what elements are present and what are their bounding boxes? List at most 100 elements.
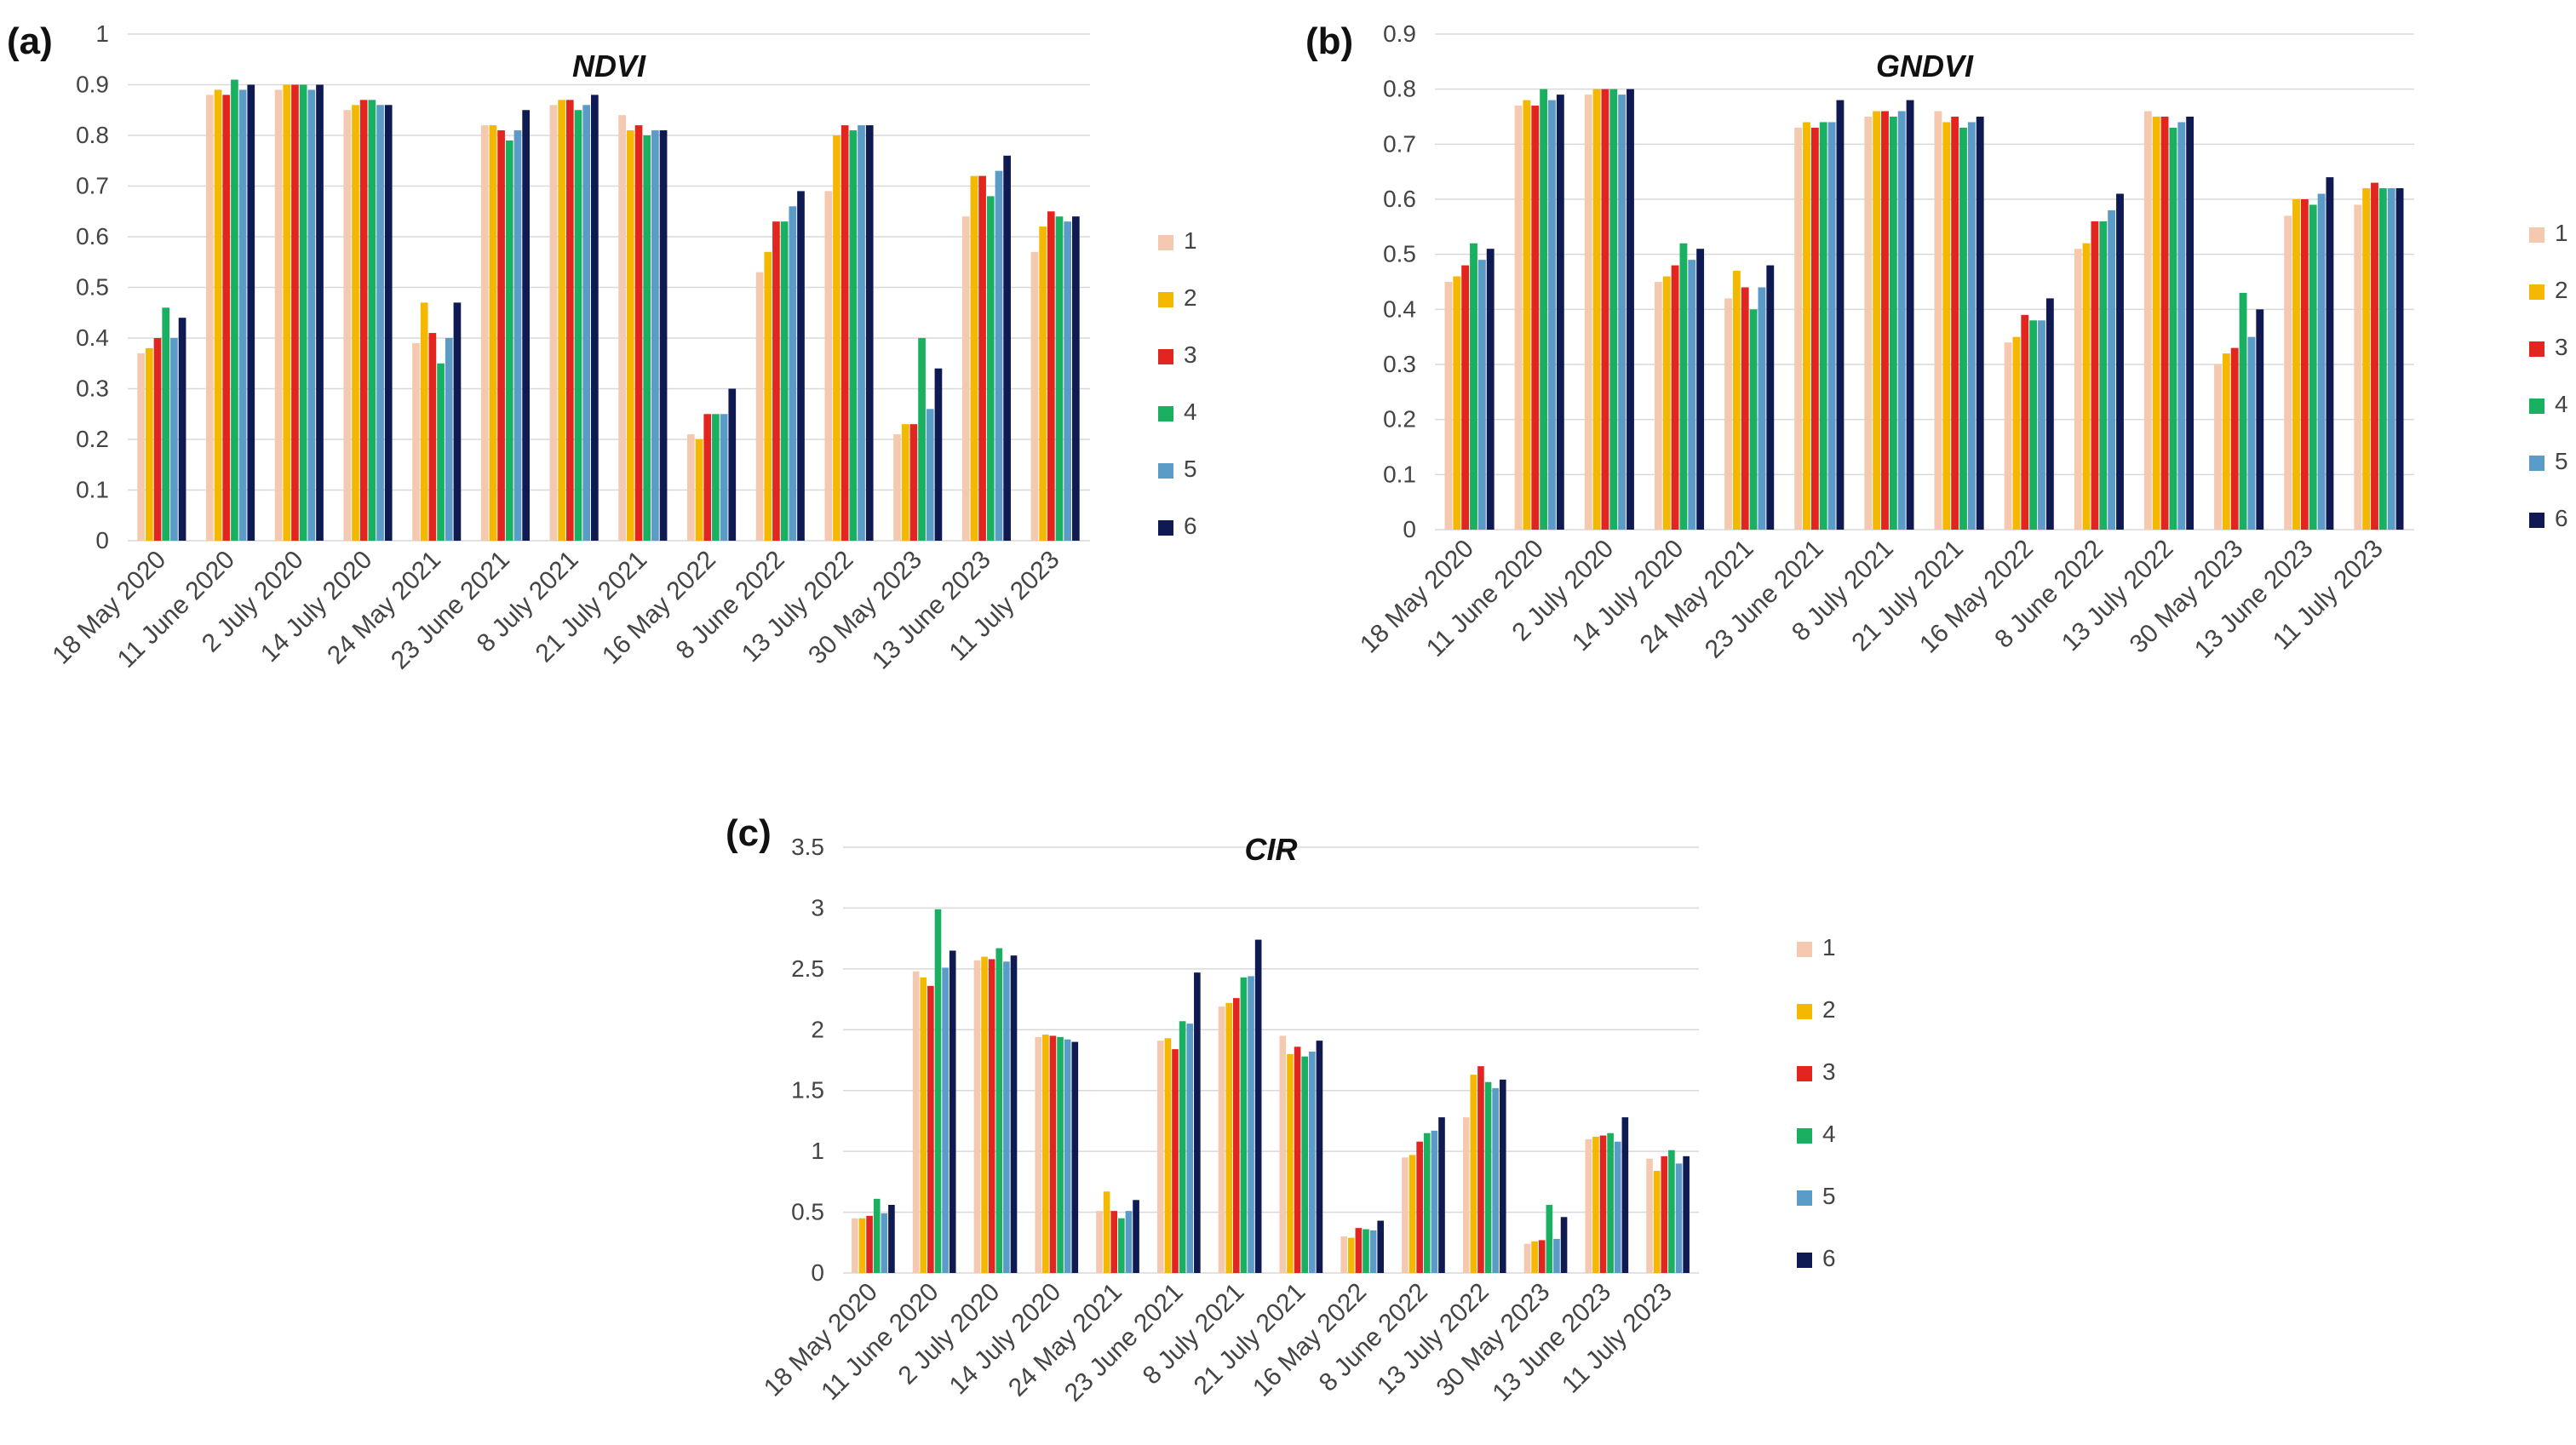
bar-series-3 xyxy=(291,84,299,541)
bar-series-3 xyxy=(1416,1141,1423,1273)
bar-series-6 xyxy=(1438,1117,1445,1273)
bar-series-3 xyxy=(428,333,437,541)
bar-series-3 xyxy=(1110,1211,1118,1273)
panel-label: (a) xyxy=(7,20,53,62)
bar-series-3 xyxy=(2371,182,2378,530)
bar-series-4 xyxy=(1423,1132,1431,1273)
bar-series-1 xyxy=(1218,1006,1225,1273)
legend-swatch xyxy=(1158,463,1173,479)
bar-series-2 xyxy=(1942,122,1951,530)
bar-series-2 xyxy=(2152,117,2160,530)
bar-series-5 xyxy=(1369,1230,1377,1273)
y-tick-label: 0.2 xyxy=(76,426,109,452)
bar-series-2 xyxy=(1662,276,1671,530)
y-tick-label: 0.1 xyxy=(76,477,109,503)
bar-series-6 xyxy=(247,84,255,541)
bar-series-3 xyxy=(978,175,986,541)
bar-series-6 xyxy=(1556,95,1564,530)
bar-series-5 xyxy=(445,338,453,541)
bar-series-3 xyxy=(2300,199,2309,530)
bar-series-3 xyxy=(359,100,368,542)
y-tick-label: 0.5 xyxy=(791,1199,824,1225)
y-tick-label: 0.5 xyxy=(1383,241,1416,267)
bar-series-1 xyxy=(1646,1158,1653,1273)
bar-series-3 xyxy=(153,338,162,541)
x-tick-label: 23 June 2021 xyxy=(386,546,515,675)
bar-series-2 xyxy=(1592,89,1601,530)
bar-series-1 xyxy=(893,434,901,541)
y-tick-label: 0.4 xyxy=(1383,295,1416,322)
bar-series-6 xyxy=(522,110,530,541)
bar-series-6 xyxy=(453,302,462,541)
bar-series-1 xyxy=(824,191,833,541)
bar-series-1 xyxy=(1096,1211,1103,1273)
bar-series-4 xyxy=(505,140,513,541)
bar-series-2 xyxy=(970,175,978,541)
bar-series-2 xyxy=(489,125,497,541)
bar-series-5 xyxy=(1248,976,1254,1273)
bar-series-6 xyxy=(2116,193,2124,530)
bar-series-5 xyxy=(1125,1211,1133,1273)
bar-series-6 xyxy=(591,95,599,541)
bar-series-5 xyxy=(942,967,949,1273)
bar-series-4 xyxy=(1055,216,1064,541)
bar-series-2 xyxy=(1873,111,1881,530)
bar-series-2 xyxy=(2362,188,2371,530)
bar-series-1 xyxy=(2004,342,2012,530)
bar-series-1 xyxy=(687,434,695,541)
bar-series-5 xyxy=(1967,122,1976,530)
bar-series-3 xyxy=(1951,117,1959,530)
bar-series-6 xyxy=(2186,117,2194,530)
bar-series-6 xyxy=(949,950,956,1273)
bar-series-5 xyxy=(2177,122,2186,530)
bar-series-2 xyxy=(626,130,634,542)
bar-series-4 xyxy=(1668,1150,1675,1273)
legend-label: 6 xyxy=(2555,505,2568,531)
bar-series-3 xyxy=(222,95,231,541)
bar-series-6 xyxy=(1003,155,1011,542)
bar-series-3 xyxy=(1531,106,1540,530)
bar-series-6 xyxy=(1626,89,1634,530)
y-tick-label: 0 xyxy=(95,527,109,553)
bar-series-1 xyxy=(961,216,970,541)
bar-series-2 xyxy=(695,439,703,541)
bar-series-5 xyxy=(513,130,522,542)
bar-series-3 xyxy=(1461,265,1470,530)
bar-series-1 xyxy=(1934,111,1942,530)
y-tick-label: 0 xyxy=(811,1259,824,1286)
bar-series-5 xyxy=(789,206,797,542)
bar-series-3 xyxy=(2160,117,2169,530)
bar-series-4 xyxy=(1540,89,1548,530)
bar-series-3 xyxy=(840,125,849,541)
legend-label: 1 xyxy=(1184,227,1197,254)
bar-series-6 xyxy=(1010,955,1018,1273)
bar-series-2 xyxy=(1732,271,1741,530)
legend-swatch xyxy=(1797,1004,1812,1019)
bar-series-3 xyxy=(1477,1066,1484,1273)
bar-series-4 xyxy=(2378,188,2387,530)
bar-series-3 xyxy=(2021,314,2029,530)
bar-series-3 xyxy=(1810,127,1819,530)
bar-series-4 xyxy=(299,84,307,541)
bar-series-6 xyxy=(1194,972,1201,1273)
bar-series-6 xyxy=(1133,1200,1139,1273)
bar-series-3 xyxy=(703,414,712,541)
bar-series-6 xyxy=(1499,1079,1506,1273)
bar-series-6 xyxy=(384,105,393,542)
legend-swatch xyxy=(1158,292,1173,307)
bar-series-3 xyxy=(1661,1155,1668,1273)
bar-series-3 xyxy=(772,221,780,541)
bar-series-6 xyxy=(1560,1217,1568,1273)
bar-series-3 xyxy=(1538,1240,1546,1273)
bar-series-3 xyxy=(1172,1049,1179,1273)
bar-series-4 xyxy=(849,130,858,542)
legend-swatch xyxy=(2529,227,2544,243)
legend-label: 3 xyxy=(2555,334,2568,360)
bar-series-2 xyxy=(1470,1075,1477,1273)
legend-swatch xyxy=(2529,513,2544,528)
chart-panel-ndvi: (a) 0 0.1 0.2 0.3 0.4 0.5 0.6 0.7 0.8 0.9 1 NDVI 18 … xyxy=(0,0,1252,724)
bar-series-6 xyxy=(1486,249,1495,530)
bar-series-2 xyxy=(145,347,153,541)
